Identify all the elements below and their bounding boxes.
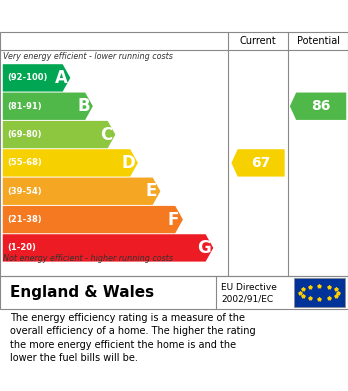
Text: (39-54): (39-54) [7, 187, 41, 196]
Text: England & Wales: England & Wales [10, 285, 155, 300]
Polygon shape [3, 64, 70, 91]
Text: Very energy efficient - lower running costs: Very energy efficient - lower running co… [3, 52, 173, 61]
Polygon shape [3, 206, 183, 233]
Polygon shape [231, 149, 285, 177]
Text: A: A [55, 69, 68, 87]
Text: 86: 86 [311, 99, 331, 113]
Polygon shape [290, 93, 346, 120]
Text: E: E [145, 182, 157, 200]
Text: The energy efficiency rating is a measure of the
overall efficiency of a home. T: The energy efficiency rating is a measur… [10, 313, 256, 363]
Text: (55-68): (55-68) [7, 158, 42, 167]
Text: (21-38): (21-38) [7, 215, 41, 224]
Text: B: B [77, 97, 90, 115]
Polygon shape [3, 234, 213, 262]
Text: (1-20): (1-20) [7, 244, 36, 253]
Text: (69-80): (69-80) [7, 130, 41, 139]
Polygon shape [3, 149, 138, 177]
Polygon shape [3, 93, 93, 120]
Text: (81-91): (81-91) [7, 102, 41, 111]
Text: C: C [100, 126, 112, 143]
Text: 2002/91/EC: 2002/91/EC [221, 294, 273, 303]
Text: Not energy efficient - higher running costs: Not energy efficient - higher running co… [3, 254, 174, 263]
Text: Potential: Potential [296, 36, 340, 46]
Text: F: F [168, 211, 179, 229]
Text: D: D [121, 154, 135, 172]
Text: 67: 67 [252, 156, 271, 170]
Text: Current: Current [240, 36, 276, 46]
Text: (92-100): (92-100) [7, 74, 47, 83]
Text: Energy Efficiency Rating: Energy Efficiency Rating [10, 9, 232, 23]
Polygon shape [3, 121, 116, 148]
Polygon shape [3, 178, 160, 205]
Text: G: G [197, 239, 211, 257]
Text: EU Directive: EU Directive [221, 283, 277, 292]
Bar [294, 278, 345, 307]
